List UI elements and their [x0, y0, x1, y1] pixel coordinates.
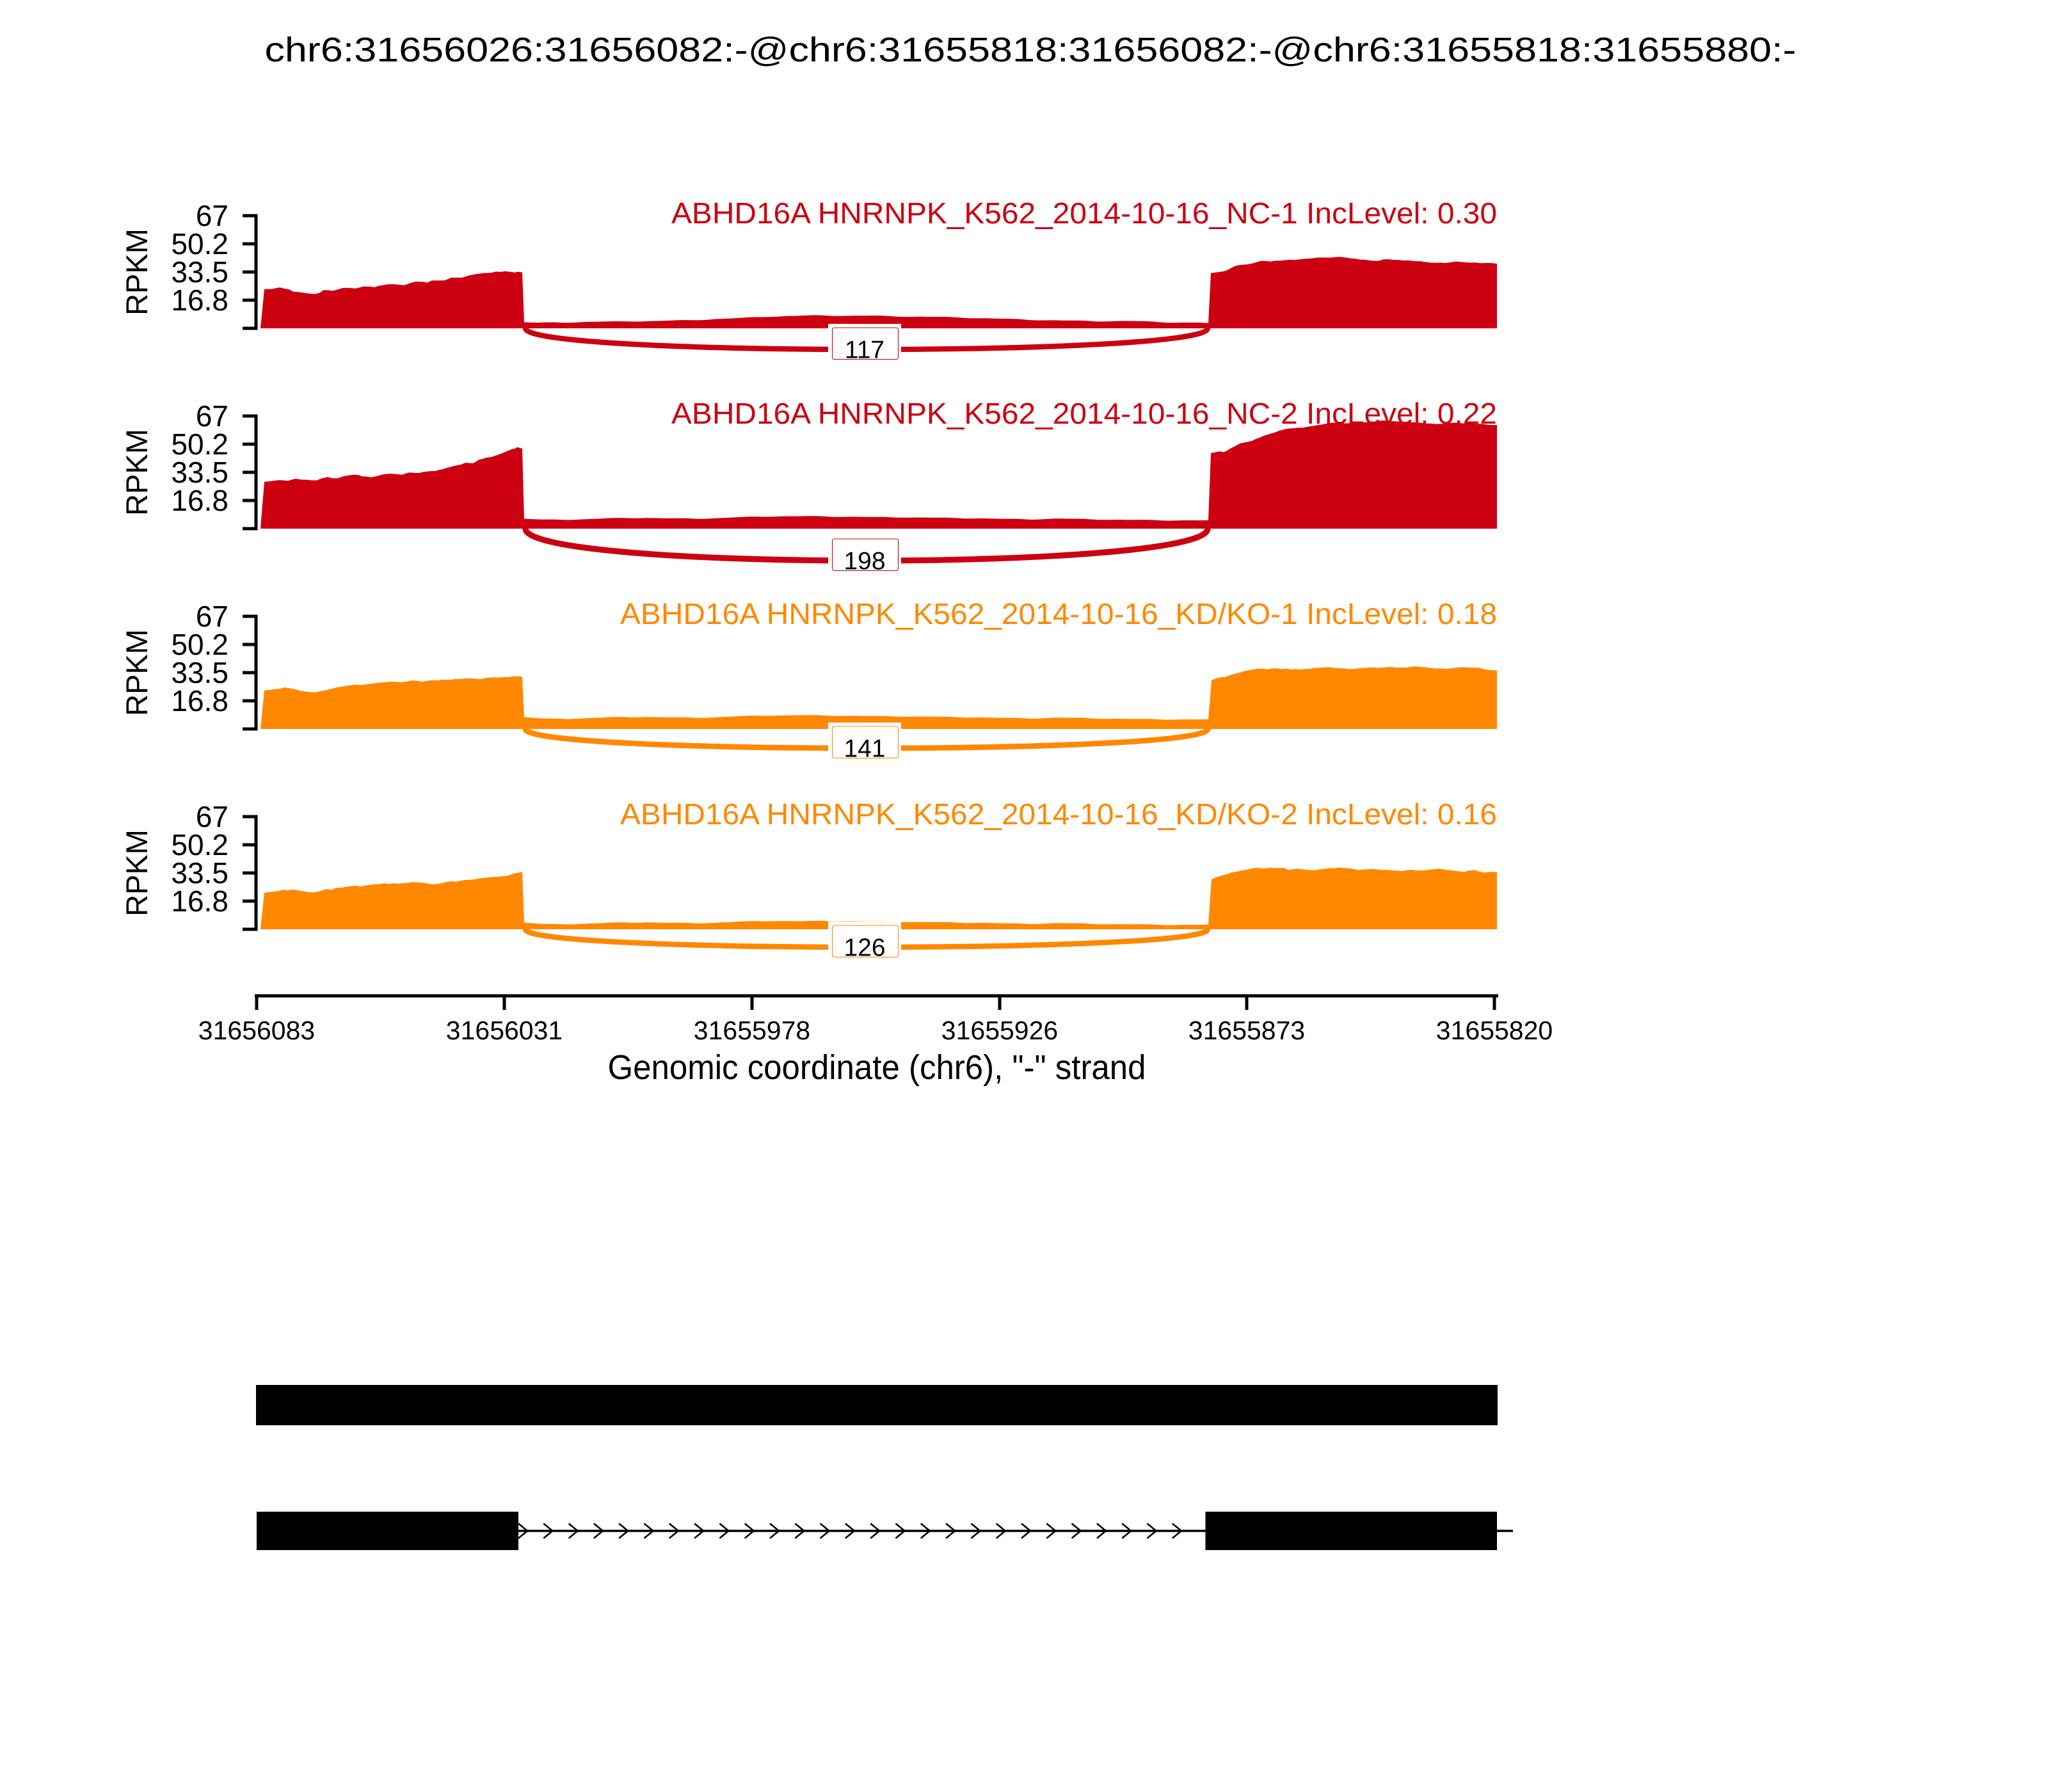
svg-text:ABHD16A HNRNPK_K562_2014-10-16: ABHD16A HNRNPK_K562_2014-10-16_NC-2 IncL…	[671, 397, 1497, 430]
svg-text:50.2: 50.2	[171, 227, 228, 260]
svg-text:31655978: 31655978	[694, 1016, 810, 1045]
svg-text:198: 198	[844, 548, 885, 575]
svg-text:16.8: 16.8	[171, 684, 228, 717]
svg-text:31655873: 31655873	[1188, 1016, 1305, 1045]
svg-text:50.2: 50.2	[171, 828, 228, 861]
svg-text:RPKM: RPKM	[120, 429, 154, 516]
svg-text:RPKM: RPKM	[120, 228, 154, 316]
svg-text:33.5: 33.5	[171, 456, 228, 489]
svg-text:31655820: 31655820	[1436, 1016, 1553, 1045]
svg-text:126: 126	[844, 934, 885, 962]
svg-text:31655926: 31655926	[941, 1016, 1058, 1045]
svg-text:16.8: 16.8	[171, 884, 228, 918]
svg-text:67: 67	[196, 399, 228, 433]
svg-text:50.2: 50.2	[171, 428, 228, 461]
svg-text:ABHD16A HNRNPK_K562_2014-10-16: ABHD16A HNRNPK_K562_2014-10-16_KD/KO-1 I…	[620, 597, 1497, 630]
svg-text:67: 67	[196, 600, 228, 633]
svg-text:RPKM: RPKM	[120, 629, 154, 716]
svg-text:33.5: 33.5	[171, 656, 228, 689]
svg-text:31656083: 31656083	[198, 1016, 315, 1045]
svg-text:ABHD16A HNRNPK_K562_2014-10-16: ABHD16A HNRNPK_K562_2014-10-16_NC-1 IncL…	[671, 196, 1497, 230]
svg-text:67: 67	[196, 800, 228, 833]
svg-text:ABHD16A HNRNPK_K562_2014-10-16: ABHD16A HNRNPK_K562_2014-10-16_KD/KO-2 I…	[620, 797, 1497, 831]
svg-text:chr6:31656026:31656082:-@chr6:: chr6:31656026:31656082:-@chr6:31655818:3…	[265, 31, 1796, 69]
svg-text:50.2: 50.2	[171, 628, 228, 661]
svg-text:141: 141	[844, 735, 885, 763]
svg-text:RPKM: RPKM	[120, 829, 154, 916]
svg-text:67: 67	[196, 199, 228, 232]
svg-text:16.8: 16.8	[171, 284, 228, 317]
svg-text:31656031: 31656031	[446, 1016, 563, 1045]
svg-text:33.5: 33.5	[171, 255, 228, 289]
svg-text:117: 117	[845, 337, 884, 364]
svg-text:33.5: 33.5	[171, 856, 228, 890]
svg-text:16.8: 16.8	[171, 484, 228, 517]
svg-text:Genomic coordinate (chr6), "-": Genomic coordinate (chr6), "-" strand	[608, 1048, 1146, 1087]
